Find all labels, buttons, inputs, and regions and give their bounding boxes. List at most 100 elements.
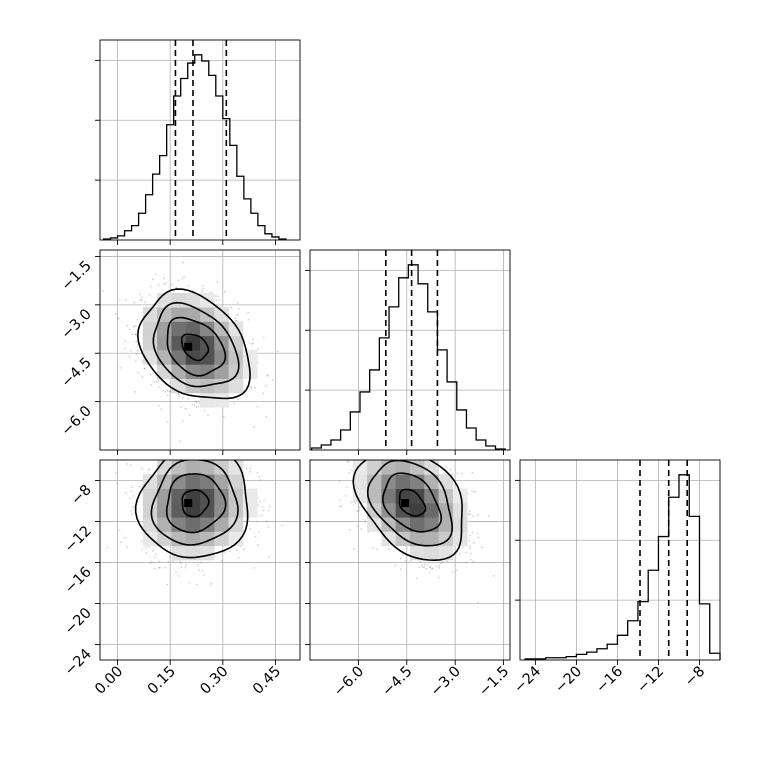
- scatter-point: [364, 520, 367, 523]
- scatter-point: [132, 495, 135, 497]
- scatter-point: [129, 497, 132, 499]
- y-tick-label: −12: [62, 523, 95, 556]
- y-tick-label: −24: [62, 646, 95, 679]
- y-tick-label: −4.5: [59, 355, 95, 391]
- scatter-point: [249, 467, 252, 470]
- density-cell: [214, 392, 229, 408]
- scatter-point: [446, 560, 448, 562]
- scatter-point: [172, 560, 175, 562]
- scatter-point: [345, 486, 348, 489]
- scatter-point: [230, 306, 233, 309]
- density-cell: [214, 364, 229, 379]
- scatter-point: [210, 582, 213, 584]
- scatter-point: [142, 410, 144, 412]
- scatter-point: [250, 385, 253, 388]
- scatter-point: [170, 447, 172, 449]
- scatter-point: [493, 575, 495, 577]
- scatter-point: [256, 472, 259, 474]
- scatter-point: [188, 581, 191, 584]
- density-cell: [171, 517, 187, 532]
- scatter-point: [387, 443, 389, 445]
- scatter-point: [261, 514, 264, 517]
- scatter-point: [162, 283, 165, 286]
- scatter-point: [236, 549, 238, 551]
- panel-frame: [519, 459, 721, 661]
- scatter-point: [418, 566, 421, 569]
- scatter-point: [366, 438, 368, 440]
- scatter-point: [166, 583, 168, 586]
- contour-line: [352, 460, 463, 562]
- scatter-point: [376, 548, 379, 551]
- scatter-point: [211, 442, 213, 444]
- scatter-point: [256, 544, 259, 546]
- scatter-point: [262, 336, 265, 339]
- scatter-point: [141, 548, 143, 551]
- scatter-point: [477, 536, 480, 539]
- density-cell: [214, 350, 229, 365]
- scatter-point: [265, 384, 268, 387]
- density-cell: [200, 392, 215, 408]
- density-cell: [424, 545, 439, 561]
- scatter-point: [339, 499, 342, 502]
- scatter-point: [132, 505, 134, 508]
- contour-line: [180, 333, 210, 362]
- histogram-panel-0: [95, 39, 301, 241]
- scatter-point: [215, 299, 218, 302]
- density-cell: [424, 488, 439, 504]
- contour-line: [166, 316, 227, 377]
- density-cell: [228, 335, 244, 351]
- density-cell: [452, 517, 468, 532]
- scatter-point: [430, 455, 432, 457]
- scatter-point: [388, 548, 391, 551]
- scatter-point: [135, 333, 137, 336]
- contour-line: [398, 488, 427, 517]
- density-cell: [214, 474, 229, 489]
- scatter-point: [106, 546, 109, 549]
- histogram-grid-1: [310, 250, 510, 450]
- scatter-point: [477, 513, 479, 516]
- scatter-point: [421, 566, 424, 568]
- scatter-point: [120, 541, 123, 544]
- scatter-point: [126, 546, 129, 549]
- scatter-point: [400, 568, 402, 571]
- scatter-point: [340, 505, 342, 507]
- scatter-point: [133, 301, 136, 304]
- scatter-point: [358, 509, 361, 511]
- scatter-point: [124, 340, 127, 343]
- density-cell: [171, 474, 187, 489]
- scatter-point: [135, 353, 138, 355]
- scatter-point: [429, 566, 432, 568]
- scatter-point: [197, 405, 200, 408]
- scatter-point: [419, 560, 421, 563]
- scatter-point: [481, 546, 483, 549]
- scatter-point: [158, 386, 161, 388]
- scatter-point: [114, 472, 117, 474]
- density-cell: [410, 474, 425, 489]
- x-tick-label: −6.0: [331, 664, 367, 700]
- scatter-point: [136, 318, 139, 321]
- scatter-point: [217, 295, 220, 298]
- scatter-point: [183, 407, 186, 410]
- scatter-point: [441, 561, 444, 563]
- scatter-point: [181, 277, 184, 280]
- scatter-point: [185, 408, 188, 410]
- scatter-point: [138, 485, 141, 488]
- contour-line: [134, 460, 249, 559]
- scatter-point: [138, 293, 141, 296]
- scatter-point: [432, 441, 434, 443]
- scatter-point: [148, 293, 151, 296]
- density-cell: [171, 321, 187, 337]
- scatter-point: [152, 550, 154, 552]
- scatter-point: [471, 531, 474, 534]
- density-cell: [157, 364, 172, 379]
- scatter-point: [131, 486, 134, 489]
- scatter-point: [487, 514, 490, 517]
- scatter-point: [198, 569, 201, 572]
- density-cell: [214, 517, 229, 532]
- scatter-point: [143, 367, 146, 370]
- scatter-point: [339, 505, 342, 508]
- y-tick-label: −3.0: [59, 306, 95, 342]
- scatter-point: [237, 557, 240, 559]
- density-cell: [352, 474, 368, 489]
